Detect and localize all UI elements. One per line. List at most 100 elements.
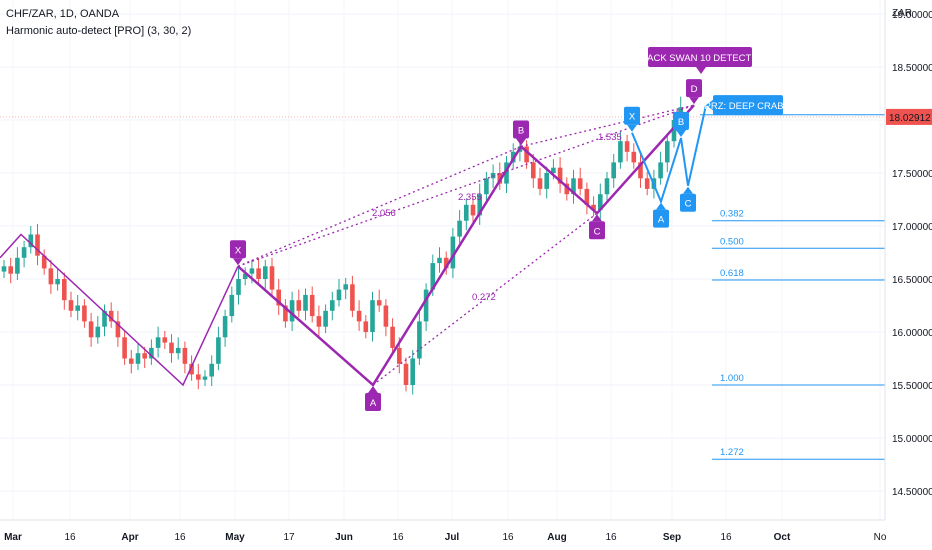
marker-box [589,221,605,240]
candle-body [624,141,630,152]
candle [75,294,80,321]
candle-body [189,363,194,375]
pattern-point-c: C [589,214,605,240]
candle-body [129,358,134,364]
candle-body [383,305,389,327]
prz-box [713,95,783,116]
fib-label: 0.500 [720,236,744,247]
fib-label: 1.272 [720,447,744,458]
y-tick-label: 17.00000 [892,222,932,233]
candle-body [557,167,563,184]
y-tick-label: 19.00000 [892,10,932,21]
candle-body [631,151,637,163]
candle-body [75,305,80,311]
candle-body [175,347,181,354]
fib-label: 1.000 [720,373,744,384]
ratio-label: 2.355 [458,192,482,203]
candle [457,210,462,243]
x-tick-label: Apr [121,532,138,543]
prz-callout: PRZ: DEEP CRAB 4 [705,95,792,116]
candle-body [82,305,87,322]
x-tick-label: 16 [64,532,76,543]
x-tick-label: 16 [720,532,732,543]
ratio-label: 2.056 [372,208,396,219]
candle [423,283,429,331]
y-tick-label: 18.50000 [892,63,932,74]
candle-body [410,358,415,385]
last-price-badge [886,108,932,125]
candle [169,334,174,363]
candle [8,257,13,284]
marker-pointer [676,130,686,138]
candle [350,275,355,318]
candle [537,167,543,196]
alert-box [648,47,752,67]
candle-body [577,178,583,189]
candle [209,355,214,387]
marker-label: A [658,215,665,226]
marker-box [513,120,529,139]
marker-pointer [689,97,699,105]
marker-box [624,106,640,125]
pattern-point-d: D [686,79,702,105]
candle [296,289,302,318]
prz-label: PRZ: DEEP CRAB 4 [705,101,792,112]
candle-body [470,204,476,216]
candle [470,196,476,222]
candle [557,157,563,194]
candle-body [323,310,328,327]
candle-body [68,300,74,311]
candle [35,223,40,266]
candle [216,326,221,371]
candle [437,247,442,273]
candle-body [15,257,20,274]
time-axis[interactable]: Mar 16 Apr 16 May 17 Jun 16 Jul 16 Aug 16 Sep 16 Oct No [0,519,887,543]
marker-label: C [594,226,601,237]
candle [665,134,670,172]
candle [276,279,281,316]
small-pattern-legs [631,104,707,205]
candle [370,291,375,342]
candle [182,341,188,374]
x-tick-label: No [874,532,887,543]
candle-body [571,178,576,195]
candle-body [524,146,529,163]
candle-body [430,263,436,290]
marker-pointer [516,138,526,146]
indicator-title[interactable]: Harmonic auto-detect [PRO] (3, 30, 2) [6,25,192,37]
candle-body [21,247,27,258]
candle-body [363,321,369,332]
candle-body [142,353,147,359]
candle [484,171,489,201]
candle-body [48,268,54,285]
candle-body [644,178,650,189]
candle-body [336,289,342,301]
marker-label: B [678,117,684,128]
x-tick-label: 16 [174,532,186,543]
candle [624,134,630,162]
candle [15,247,20,281]
candle [48,259,54,294]
candle-body [457,220,462,237]
ratio-label: 0.272 [472,292,496,303]
candle-body [269,266,275,290]
marker-box [230,240,246,259]
prz-pointer [706,99,714,112]
candle-body [202,376,208,380]
candle-body [283,305,288,322]
candle-body [135,353,141,364]
candle-body [296,300,302,311]
candle-body [658,162,663,179]
candle [175,337,181,360]
price-axis[interactable]: 19.0000018.5000018.0000017.5000017.00000… [884,0,932,520]
ratio-line-xd [237,104,695,267]
candle [41,249,47,275]
candle [1,259,7,278]
symbol-title[interactable]: CHF/ZAR, 1D, OANDA [6,8,120,20]
marker-label: B [518,126,524,137]
candle-body [115,321,121,338]
candle-body [390,326,395,348]
marker-box [686,79,702,98]
x-tick-label: 16 [392,532,404,543]
